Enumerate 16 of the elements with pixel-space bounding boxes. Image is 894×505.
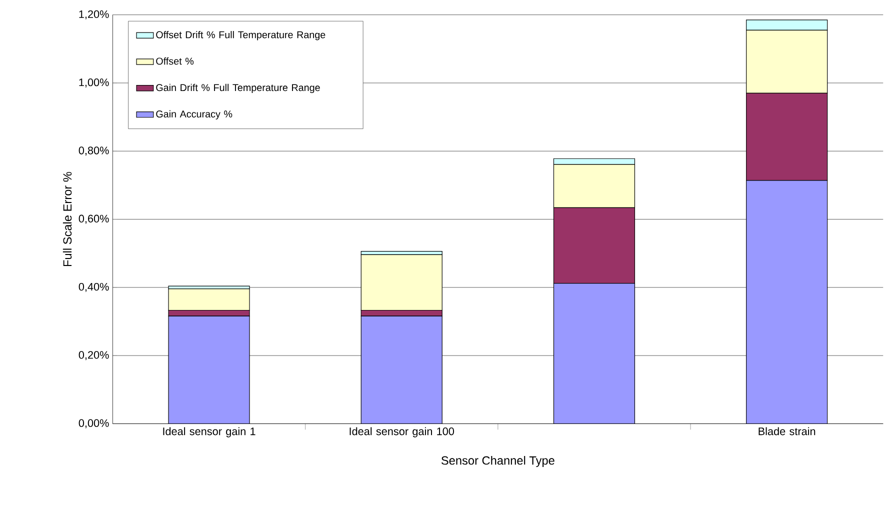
y-tick-label: 0,20% [78,351,109,360]
x-tick-label: Blade strain [758,427,816,436]
y-axis-title: Full Scale Error % [62,172,72,266]
x-tick-label: Ideal sensor gain 1 [163,427,256,438]
x-tick-label: Ideal sensor gain 100 [350,427,454,438]
y-tick-label: 0,80% [78,146,109,156]
y-tick-label: 0,00% [78,419,109,428]
y-tick-label: 1,00% [79,78,109,88]
y-tick-label: 0,60% [78,214,109,224]
x-axis-title: Sensor Channel Type [441,456,554,468]
legend-label: Offset % [156,58,194,65]
legend-label: Gain Drift % Full Temperature Range [156,84,320,94]
y-tick-label: 1,20% [79,10,109,20]
legend-label: Offset Drift % Full Temperature Range [156,31,326,40]
legend-label: Gain Accuracy % [156,110,232,120]
y-tick-label: 0,40% [78,283,109,292]
